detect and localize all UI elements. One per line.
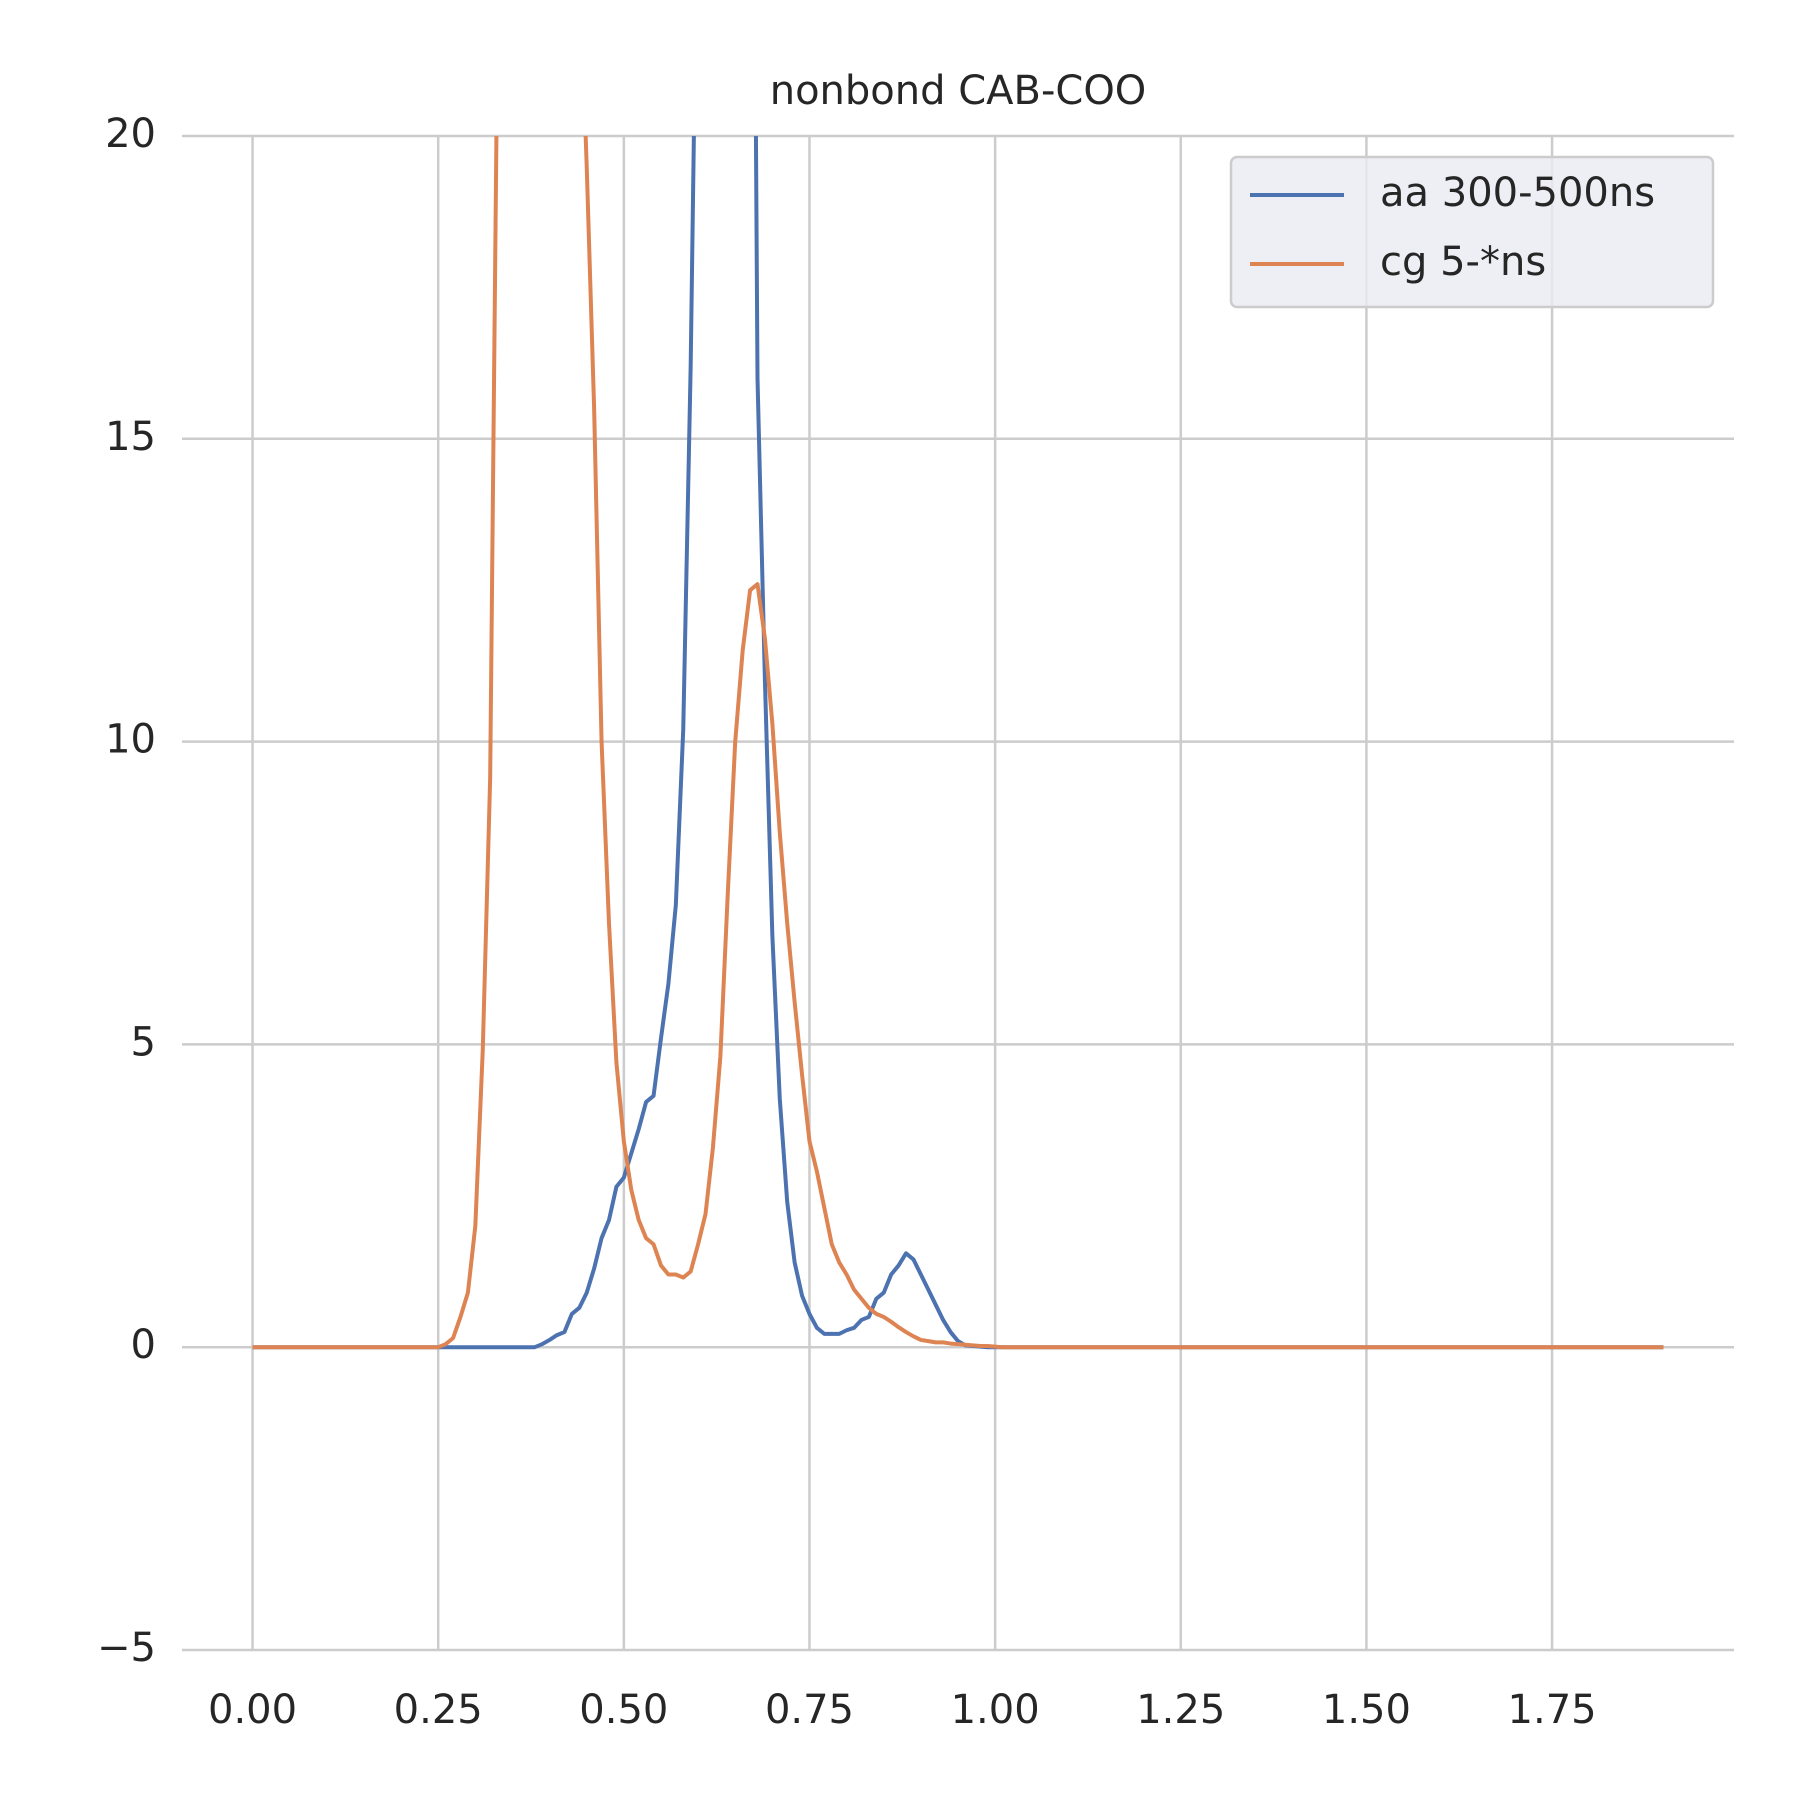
y-tick-label: −5	[97, 1625, 156, 1671]
x-tick-label: 1.75	[1508, 1687, 1597, 1733]
legend-label: cg 5-*ns	[1380, 239, 1546, 285]
y-tick-label: 5	[131, 1019, 156, 1065]
data-line	[252, 136, 1664, 1350]
y-tick-label: 10	[105, 717, 156, 763]
y-tick-label: 20	[105, 111, 156, 157]
grid: −5 0 5 10 15 20 0.00 0.25 0.50 0.75 1.00 1.25 1.50 1.…	[97, 111, 1734, 1733]
x-tick-label: 0.75	[765, 1687, 854, 1733]
chart-title: nonbond CAB-COO	[770, 68, 1147, 114]
legend: aa 300-500ns cg 5-*ns	[1229, 155, 1715, 309]
y-tick-label: 0	[131, 1322, 156, 1368]
legend-box	[1229, 155, 1715, 309]
x-tick-label: 0.00	[208, 1687, 297, 1733]
x-tick-label: 0.50	[579, 1687, 668, 1733]
x-tick-label: 1.00	[951, 1687, 1040, 1733]
x-tick-label: 1.25	[1136, 1687, 1225, 1733]
y-tick-label: 15	[105, 414, 156, 460]
x-tick-label: 0.25	[394, 1687, 483, 1733]
legend-label: aa 300-500ns	[1380, 170, 1655, 216]
x-tick-label: 1.50	[1322, 1687, 1411, 1733]
plot-area	[252, 136, 1664, 1350]
